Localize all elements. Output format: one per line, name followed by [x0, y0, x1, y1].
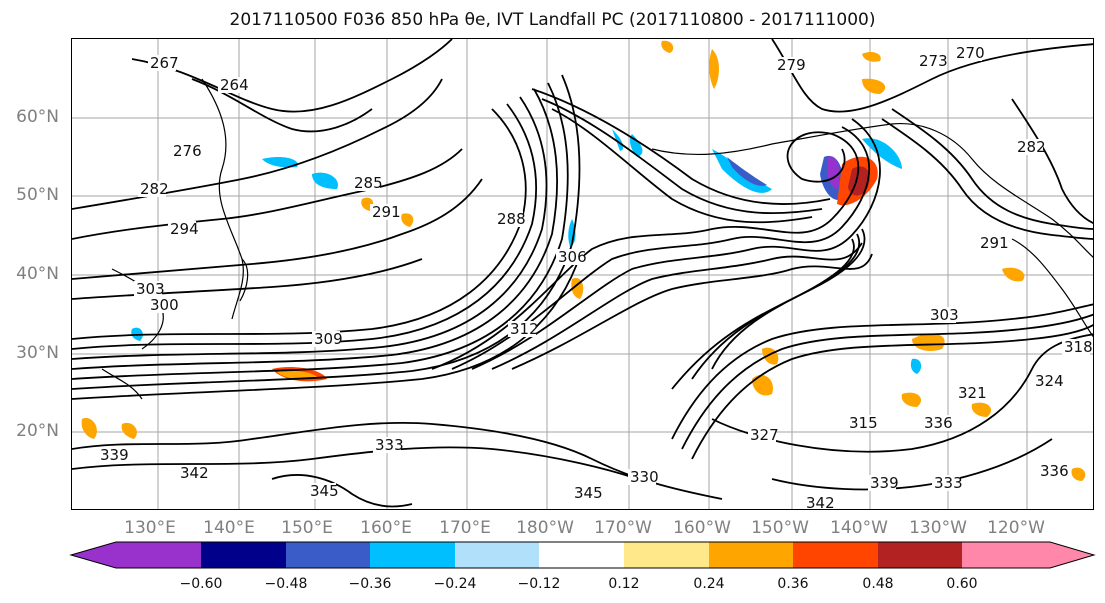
lat-label-40n: 40°N [16, 264, 59, 284]
lat-label-30n: 30°N [16, 343, 59, 363]
contour-label: 333 [375, 436, 404, 454]
lon-label-140w: 140°W [830, 518, 888, 538]
map-canvas: 267 264 279 270 273 276 282 285 291 294 … [72, 39, 1093, 510]
colorbar-segment [962, 542, 1094, 568]
lat-label-20n: 20°N [16, 421, 59, 441]
contour-label: 267 [150, 54, 179, 72]
colorbar [69, 541, 1096, 569]
contour-label: 300 [150, 296, 179, 314]
lat-label-50n: 50°N [16, 185, 59, 205]
contour-label: 342 [806, 494, 835, 510]
contour-label: 294 [170, 220, 199, 238]
contour-label: 288 [497, 210, 526, 228]
map-panel: 267 264 279 270 273 276 282 285 291 294 … [71, 38, 1094, 510]
colorbar-segment [455, 542, 539, 568]
colorbar-segment [624, 542, 709, 568]
theta-e-contours [72, 39, 1093, 508]
colorbar-tick-label: 0.48 [862, 576, 894, 592]
contour-label: 279 [777, 56, 806, 74]
contour-label: 312 [510, 320, 539, 338]
lon-label-130e: 130°E [124, 518, 176, 538]
colorbar-tick-label: 0.24 [693, 576, 725, 592]
contour-label: 342 [180, 464, 209, 482]
contour-label: 345 [310, 482, 339, 500]
colorbar-segment [539, 542, 624, 568]
colorbar-tick-label: −0.24 [433, 576, 477, 592]
lon-label-160w: 160°W [673, 518, 731, 538]
colorbar-segment [878, 542, 962, 568]
contour-label: 315 [849, 414, 878, 432]
contour-label: 282 [1017, 138, 1046, 156]
contour-label: 270 [956, 44, 985, 62]
colorbar-segment [709, 542, 793, 568]
lat-label-60n: 60°N [16, 107, 59, 127]
colorbar-segment [793, 542, 878, 568]
colorbar-outline [69, 541, 1096, 569]
contour-label: 330 [630, 468, 659, 486]
lon-label-150e: 150°E [281, 518, 333, 538]
contour-label: 291 [980, 234, 1009, 252]
contour-label: 303 [930, 306, 959, 324]
lon-label-170w: 170°W [594, 518, 652, 538]
lon-label-150w: 150°W [751, 518, 809, 538]
contour-label: 339 [100, 446, 129, 464]
colorbar-tick-label: −0.48 [264, 576, 308, 592]
contour-label: 273 [919, 52, 948, 70]
contour-label: 276 [173, 142, 202, 160]
lon-label-140e: 140°E [203, 518, 255, 538]
lon-label-160e: 160°E [360, 518, 412, 538]
colorbar-segment [286, 542, 370, 568]
contour-label: 339 [870, 474, 899, 492]
contour-label: 321 [958, 384, 987, 402]
contour-label: 306 [558, 248, 587, 266]
contour-label: 336 [1040, 462, 1069, 480]
colorbar-tick-label: −0.36 [348, 576, 392, 592]
contour-labels: 267 264 279 270 273 276 282 285 291 294 … [98, 44, 1093, 510]
contour-label: 324 [1035, 372, 1064, 390]
colorbar-tick-label: 0.12 [608, 576, 640, 592]
lon-label-120w: 120°W [987, 518, 1045, 538]
colorbar-segment [201, 542, 286, 568]
lon-label-180w: 180°W [516, 518, 574, 538]
contour-label: 264 [220, 76, 249, 94]
coastlines [101, 78, 1093, 400]
colorbar-tick-label: 0.60 [946, 576, 978, 592]
colorbar-segment [370, 542, 455, 568]
lon-label-170e: 170°E [439, 518, 491, 538]
colorbar-segments [71, 542, 1094, 568]
plot-title: 2017110500 F036 850 hPa θe, IVT Landfall… [229, 10, 876, 30]
contour-label: 345 [574, 484, 603, 502]
colorbar-tick-label: −0.12 [517, 576, 561, 592]
contour-label: 303 [136, 280, 165, 298]
contour-label: 318 [1064, 338, 1093, 356]
contour-label: 336 [924, 414, 953, 432]
colorbar-tick-label: 0.36 [777, 576, 809, 592]
colorbar-segment [71, 542, 201, 568]
contour-label: 285 [354, 174, 383, 192]
contour-label: 327 [750, 426, 779, 444]
contour-label: 282 [140, 180, 169, 198]
contour-label: 291 [372, 203, 401, 221]
lon-label-130w: 130°W [909, 518, 967, 538]
contour-label: 333 [934, 474, 963, 492]
colorbar-tick-label: −0.60 [179, 576, 223, 592]
contour-label: 309 [314, 330, 343, 348]
